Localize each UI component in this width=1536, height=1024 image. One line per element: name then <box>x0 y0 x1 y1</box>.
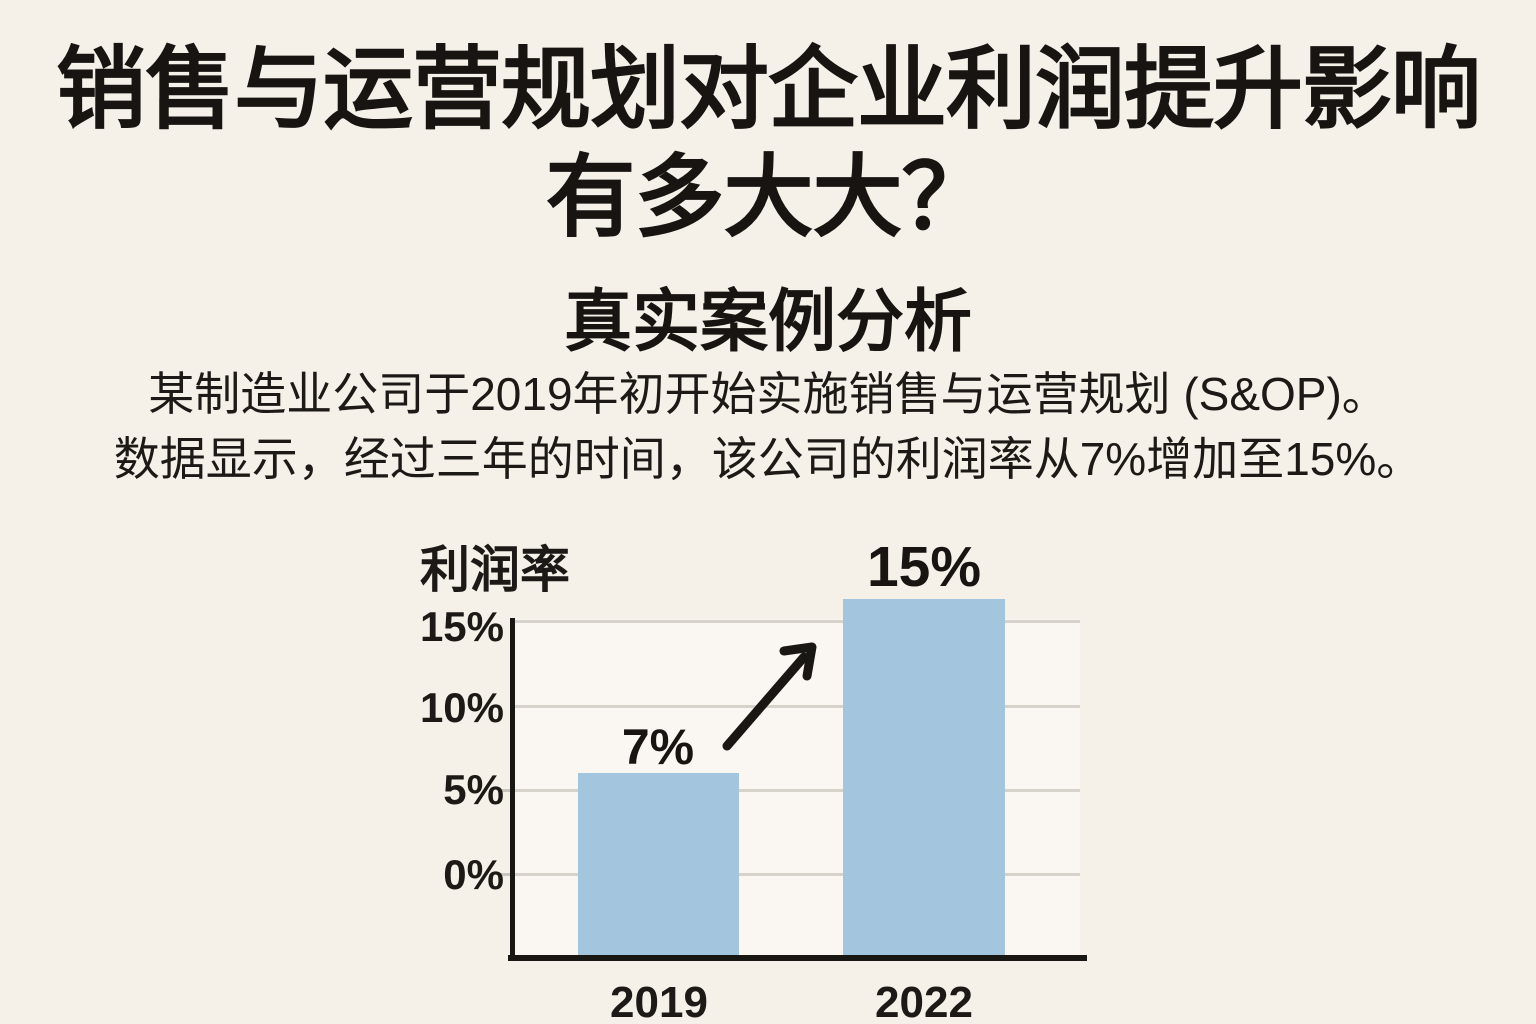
description-text: 某制造业公司于2019年初开始实施销售与运营规划 (S&OP)。 数据显示，经过… <box>0 362 1536 493</box>
page-title-line-1: 销售与运营规划对企业利润提升影响 <box>56 40 1481 140</box>
bar-value-label-2019: 7% <box>621 719 695 775</box>
page-title: 销售与运营规划对企业利润提升影响 有多大大？ <box>0 36 1536 252</box>
bar-value-label-2022: 15% <box>866 535 982 599</box>
y-tick-label-5: 5% <box>443 766 504 813</box>
y-tick-label-10: 10% <box>419 684 504 731</box>
x-axis-line <box>508 955 1087 961</box>
bar-2019 <box>578 773 739 955</box>
profit-rate-bar-chart: 利润率 15% 10% 5% 0% 7% 15% 2019 2022 <box>400 528 1120 1024</box>
description-line-2: 数据显示，经过三年的时间，该公司的利润率从7%增加至15%。 <box>113 433 1423 486</box>
x-tick-label-2022: 2022 <box>875 978 973 1024</box>
y-tick-label-15: 15% <box>419 603 504 650</box>
gridline-15 <box>514 620 1080 623</box>
y-axis-line <box>510 618 515 960</box>
tick-mark-0 <box>498 873 514 876</box>
description-line-1: 某制造业公司于2019年初开始实施销售与运营规划 (S&OP)。 <box>148 368 1388 420</box>
gridline-5 <box>514 789 1080 792</box>
gridline-0 <box>514 873 1080 876</box>
gridline-10 <box>514 705 1080 708</box>
page-title-line-2: 有多大大？ <box>545 148 992 248</box>
x-tick-label-2019: 2019 <box>610 978 708 1024</box>
y-tick-label-0: 0% <box>443 851 504 898</box>
bar-2022 <box>843 599 1005 955</box>
tick-mark-5 <box>498 789 514 792</box>
y-axis-title: 利润率 <box>420 542 570 598</box>
increase-arrow-icon <box>722 642 817 751</box>
page-subtitle: 真实案例分析 <box>563 284 972 360</box>
